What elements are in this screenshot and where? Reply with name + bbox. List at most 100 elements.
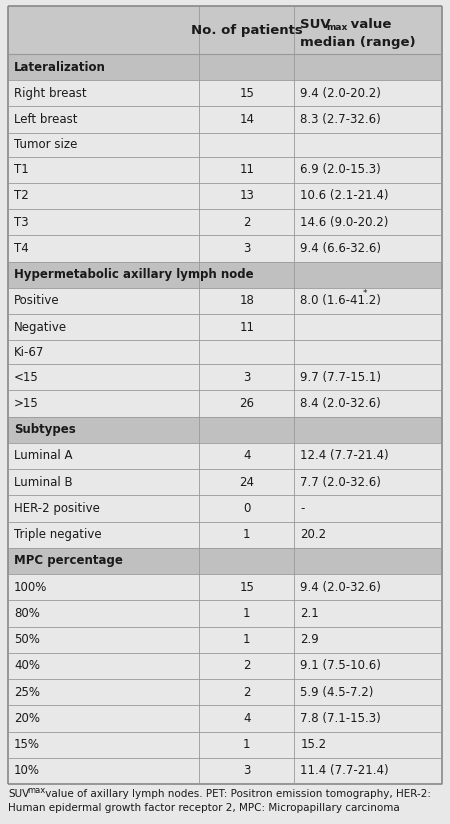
Text: 20.2: 20.2	[301, 528, 327, 541]
Text: 9.7 (7.7-15.1): 9.7 (7.7-15.1)	[301, 371, 382, 384]
Bar	[8, 391, 442, 417]
Text: 14.6 (9.0-20.2): 14.6 (9.0-20.2)	[301, 216, 389, 229]
Text: T1: T1	[14, 163, 29, 176]
Text: Human epidermal growth factor receptor 2, MPC: Micropapillary carcinoma: Human epidermal growth factor receptor 2…	[8, 803, 400, 813]
Text: 4: 4	[243, 712, 251, 725]
Text: 100%: 100%	[14, 581, 47, 593]
Text: Subtypes: Subtypes	[14, 424, 76, 436]
Text: value of axillary lymph nodes. PET: Positron emission tomography, HER-2:: value of axillary lymph nodes. PET: Posi…	[42, 789, 431, 799]
Text: 10.6 (2.1-21.4): 10.6 (2.1-21.4)	[301, 190, 389, 203]
Text: HER-2 positive: HER-2 positive	[14, 502, 100, 515]
Text: 6.9 (2.0-15.3): 6.9 (2.0-15.3)	[301, 163, 381, 176]
Text: 8.3 (2.7-32.6): 8.3 (2.7-32.6)	[301, 113, 381, 126]
Text: Lateralization: Lateralization	[14, 61, 106, 73]
Text: 3: 3	[243, 371, 250, 384]
Text: 50%: 50%	[14, 633, 40, 646]
Text: Triple negative: Triple negative	[14, 528, 102, 541]
Text: 24: 24	[239, 475, 254, 489]
Bar	[8, 495, 442, 522]
Text: 1: 1	[243, 633, 251, 646]
Text: 1: 1	[243, 738, 251, 751]
Text: SUV: SUV	[301, 18, 331, 30]
Text: 8.0 (1.6-41.2): 8.0 (1.6-41.2)	[301, 294, 381, 307]
Text: -: -	[301, 502, 305, 515]
Text: Hypermetabolic axillary lymph node: Hypermetabolic axillary lymph node	[14, 268, 254, 281]
Text: <15: <15	[14, 371, 39, 384]
Bar	[8, 442, 442, 469]
Text: T2: T2	[14, 190, 29, 203]
Text: 14: 14	[239, 113, 254, 126]
Text: 9.1 (7.5-10.6): 9.1 (7.5-10.6)	[301, 659, 381, 672]
Text: 1: 1	[243, 528, 251, 541]
Text: median (range): median (range)	[301, 35, 416, 49]
Bar	[8, 106, 442, 133]
Text: 12.4 (7.7-21.4): 12.4 (7.7-21.4)	[301, 449, 389, 462]
Text: 9.4 (6.6-32.6): 9.4 (6.6-32.6)	[301, 242, 382, 255]
Bar	[8, 626, 442, 653]
Text: 7.7 (2.0-32.6): 7.7 (2.0-32.6)	[301, 475, 381, 489]
Text: 5.9 (4.5-7.2): 5.9 (4.5-7.2)	[301, 686, 374, 699]
Text: 3: 3	[243, 242, 250, 255]
Text: Luminal A: Luminal A	[14, 449, 72, 462]
Text: T3: T3	[14, 216, 29, 229]
Text: Tumor size: Tumor size	[14, 138, 77, 151]
Text: 25%: 25%	[14, 686, 40, 699]
Bar	[8, 80, 442, 106]
Text: Negative: Negative	[14, 321, 67, 334]
Text: >15: >15	[14, 397, 39, 410]
Bar	[8, 54, 442, 80]
Bar	[8, 548, 442, 574]
Bar	[8, 574, 442, 601]
Text: 15.2: 15.2	[301, 738, 327, 751]
Text: No. of patients: No. of patients	[191, 24, 302, 36]
Text: 11: 11	[239, 163, 254, 176]
Bar	[8, 209, 442, 236]
Bar	[8, 183, 442, 209]
Text: 9.4 (2.0-32.6): 9.4 (2.0-32.6)	[301, 581, 381, 593]
Bar	[8, 133, 442, 157]
Text: T4: T4	[14, 242, 29, 255]
Bar	[8, 314, 442, 340]
Bar	[8, 522, 442, 548]
Text: value: value	[346, 18, 392, 30]
Text: 11.4 (7.7-21.4): 11.4 (7.7-21.4)	[301, 765, 389, 777]
Bar	[8, 732, 442, 758]
Bar	[8, 653, 442, 679]
Text: 10%: 10%	[14, 765, 40, 777]
Bar	[8, 288, 442, 314]
Bar	[8, 6, 442, 54]
Bar	[8, 364, 442, 391]
Text: max: max	[326, 23, 348, 32]
Text: max: max	[27, 786, 45, 795]
Text: 11: 11	[239, 321, 254, 334]
Text: 7.8 (7.1-15.3): 7.8 (7.1-15.3)	[301, 712, 381, 725]
Text: 8.4 (2.0-32.6): 8.4 (2.0-32.6)	[301, 397, 381, 410]
Text: 2.1: 2.1	[301, 607, 319, 620]
Text: 18: 18	[239, 294, 254, 307]
Text: 2: 2	[243, 659, 251, 672]
Text: 1: 1	[243, 607, 251, 620]
Bar	[8, 261, 442, 288]
Text: Right breast: Right breast	[14, 87, 86, 100]
Text: 4: 4	[243, 449, 251, 462]
Text: 15: 15	[239, 87, 254, 100]
Text: 2: 2	[243, 686, 251, 699]
Text: Ki-67: Ki-67	[14, 346, 45, 358]
Bar	[8, 679, 442, 705]
Text: 15%: 15%	[14, 738, 40, 751]
Text: 26: 26	[239, 397, 254, 410]
Text: 15: 15	[239, 581, 254, 593]
Bar	[8, 469, 442, 495]
Text: Luminal B: Luminal B	[14, 475, 72, 489]
Bar	[8, 340, 442, 364]
Text: 13: 13	[239, 190, 254, 203]
Text: 40%: 40%	[14, 659, 40, 672]
Text: 2: 2	[243, 216, 251, 229]
Text: MPC percentage: MPC percentage	[14, 555, 123, 568]
Text: 3: 3	[243, 765, 250, 777]
Text: Positive: Positive	[14, 294, 59, 307]
Bar	[8, 417, 442, 442]
Bar	[8, 236, 442, 261]
Text: 20%: 20%	[14, 712, 40, 725]
Bar	[8, 601, 442, 626]
